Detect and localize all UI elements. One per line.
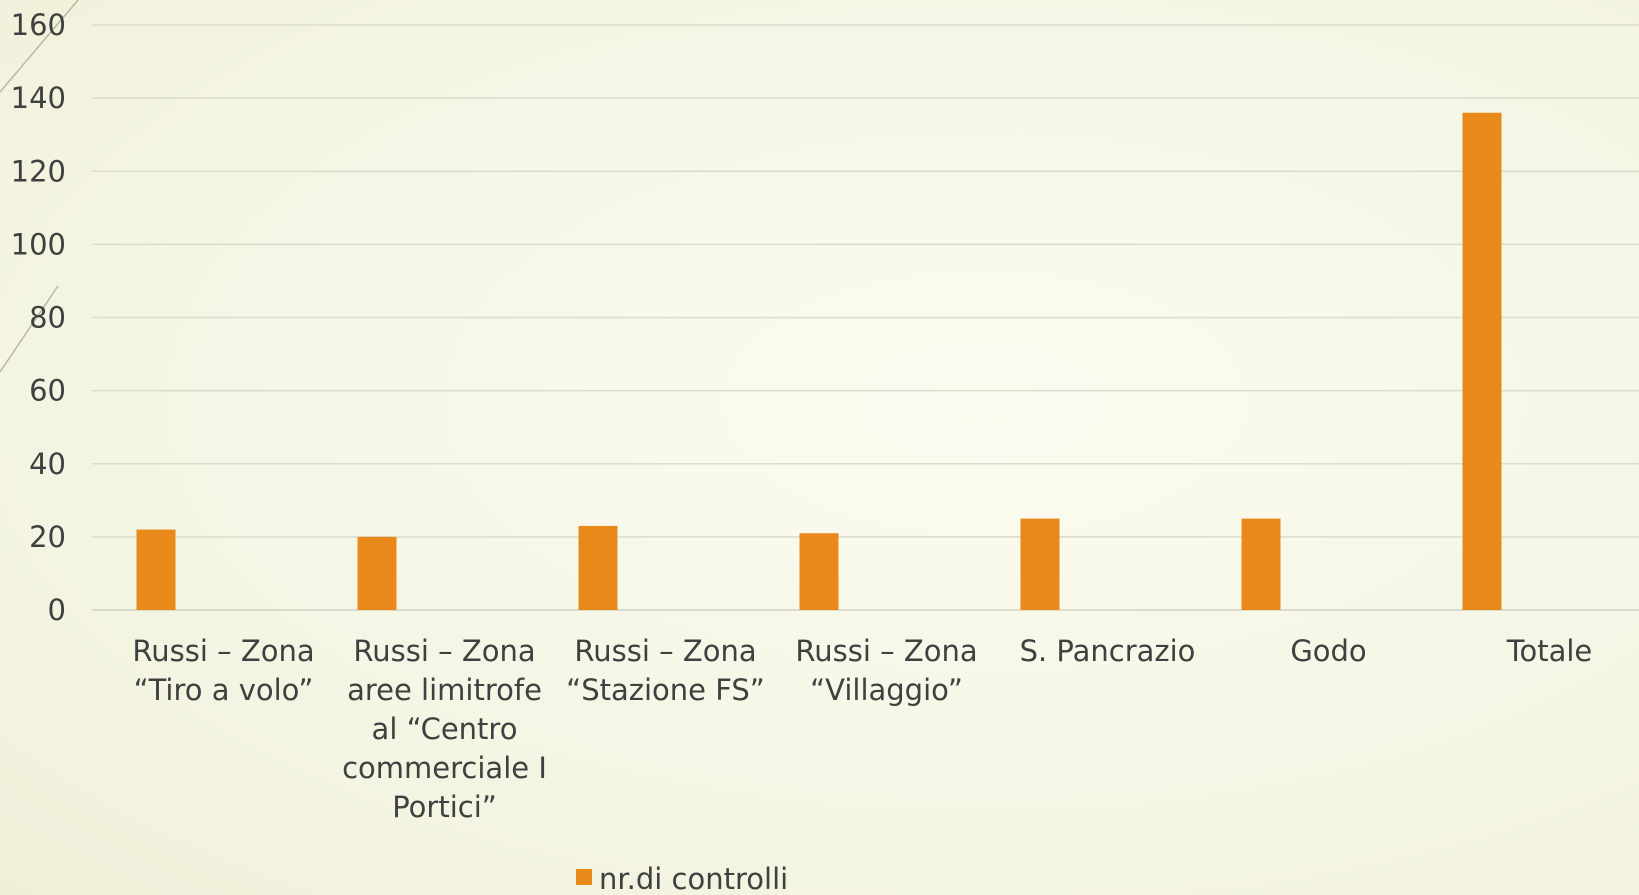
x-tick-label-line: Godo xyxy=(1290,634,1366,668)
y-tick-label: 0 xyxy=(48,593,66,627)
legend-label: nr.di controlli xyxy=(599,862,788,895)
legend-swatch xyxy=(576,869,592,885)
y-tick-label: 160 xyxy=(11,8,66,42)
bar xyxy=(136,529,176,610)
x-axis: Russi – Zona “Tiro a volo” Russi – Zona are… xyxy=(132,634,1592,824)
x-tick-label-line: Russi – Zona xyxy=(353,634,535,668)
x-tick-label-line: Russi – Zona xyxy=(574,634,756,668)
bars xyxy=(136,112,1502,610)
decorative-lines xyxy=(0,0,79,373)
y-tick-label: 80 xyxy=(29,301,66,335)
x-tick-label-line: Russi – Zona xyxy=(132,634,314,668)
x-tick-label: S. Pancrazio xyxy=(1020,634,1196,668)
x-tick-label: Russi – Zona “Tiro a volo” xyxy=(132,634,314,707)
legend: nr.di controlli xyxy=(576,862,788,895)
x-tick-label-line: S. Pancrazio xyxy=(1020,634,1196,668)
gridlines xyxy=(92,24,1639,611)
bar xyxy=(1020,518,1060,610)
x-tick-label: Totale xyxy=(1506,634,1593,668)
bar xyxy=(799,533,839,610)
x-tick-label-line: “Tiro a volo” xyxy=(134,673,314,707)
x-tick-label: Russi – Zona “Stazione FS” xyxy=(566,634,765,707)
x-tick-label-line: “Stazione FS” xyxy=(566,673,765,707)
x-tick-label: Godo xyxy=(1290,634,1366,668)
y-axis: 0 20 40 60 80 100 120 140 160 xyxy=(11,8,66,627)
y-tick-label: 60 xyxy=(29,374,66,408)
bar xyxy=(1241,518,1281,610)
x-tick-label-line: commerciale I xyxy=(342,751,547,785)
y-tick-label: 20 xyxy=(29,520,66,554)
y-tick-label: 100 xyxy=(11,227,66,261)
x-tick-label: Russi – Zona “Villaggio” xyxy=(795,634,977,707)
decorative-line-middle xyxy=(0,285,59,373)
x-tick-label-line: aree limitrofe xyxy=(347,673,542,707)
x-tick-label-line: Russi – Zona xyxy=(795,634,977,668)
y-tick-label: 140 xyxy=(11,81,66,115)
x-tick-label-line: al “Centro xyxy=(372,712,518,746)
y-tick-label: 40 xyxy=(29,447,66,481)
bar xyxy=(578,525,618,610)
x-tick-label-line: Totale xyxy=(1506,634,1593,668)
bar xyxy=(1462,112,1502,610)
bar xyxy=(357,536,397,610)
x-tick-label: Russi – Zona aree limitrofe al “Centro comm… xyxy=(342,634,547,824)
decorative-line-top xyxy=(0,0,79,93)
y-tick-label: 120 xyxy=(11,154,66,188)
x-tick-label-line: “Villaggio” xyxy=(810,673,963,707)
x-tick-label-line: Portici” xyxy=(392,790,497,824)
